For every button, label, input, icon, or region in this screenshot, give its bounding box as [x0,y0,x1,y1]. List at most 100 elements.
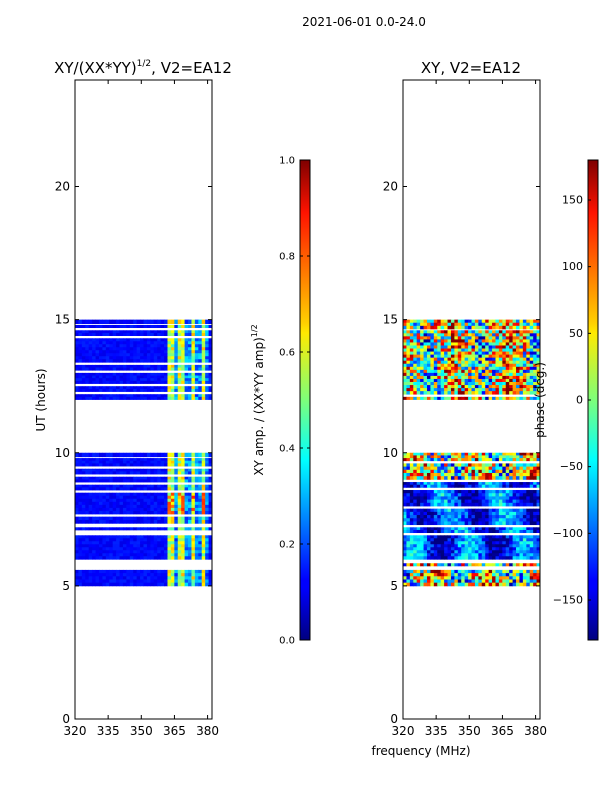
amp-cell [85,353,90,357]
phase-cell [516,535,520,539]
phase-cell [519,521,524,526]
phase-cell [423,535,428,539]
amp-cell [92,468,96,472]
amp-cell [95,396,100,400]
phase-cell [413,527,418,531]
phase-cell [433,563,438,567]
phase-cell [529,385,534,389]
amp-cell [208,569,212,574]
amp-cell [184,516,189,521]
phase-cell [409,482,414,486]
amp-cell [140,364,144,368]
amp-cell [105,364,110,368]
phase-cell [505,466,510,471]
amp-cell [102,386,107,390]
amp-cell [95,375,100,379]
phase-cell [468,553,472,557]
phase-cell [502,484,507,488]
amp-cell [75,353,79,357]
phase-cell [433,382,438,386]
amp-cell [78,550,83,554]
amp-cell [174,319,179,325]
amp-cell [143,338,148,342]
phase-cell [430,452,435,456]
phase-cell [526,518,531,522]
phase-cell [440,345,445,349]
phase-cell [461,484,466,488]
amp-cell [153,378,158,382]
amp-cell [153,573,158,577]
amp-cell [198,487,203,491]
amp-cell [140,359,144,363]
phase-cell [403,508,407,513]
phase-cell [516,576,520,580]
amp-cell [184,471,189,475]
phase-cell [409,499,414,504]
phase-cell [519,472,524,477]
amp-cell [75,463,79,467]
phase-cell [423,330,428,334]
amp-cell [184,330,189,334]
phase-cell [457,472,462,477]
amp-cell [136,516,141,521]
amp-cell [194,556,199,560]
phase-cell [437,354,442,359]
phase-cell [437,369,442,374]
phase-cell [471,385,476,389]
phase-cell [420,333,424,337]
phase-cell [533,369,537,374]
amp-cell [191,338,196,342]
phase-cell [519,484,524,488]
amp-cell [153,504,158,509]
phase-cell [464,463,469,467]
phase-cell [413,518,418,522]
phase-cell [478,396,483,400]
phase-cell [430,325,435,330]
phase-cell [454,396,459,400]
phase-cell [454,319,459,324]
phase-cell [529,511,534,516]
amp-cell [109,579,114,584]
amp-cell [116,356,120,360]
phase-cell [516,351,520,356]
phase-cell [492,375,496,380]
amp-cell [167,372,172,376]
phase-cell [464,452,469,456]
phase-cell [536,508,540,513]
amp-cell [81,324,86,329]
amp-cell [201,372,206,376]
amp-cell [181,579,186,584]
phase-cell [444,348,448,352]
amp-cell [188,501,192,506]
phase-cell [488,490,493,494]
amp-cell [194,495,199,500]
amp-cell [92,330,96,334]
phase-cell [468,455,472,459]
phase-cell [444,366,448,371]
amp-cell [170,338,175,342]
amp-cell [78,460,83,464]
amp-cell [205,463,209,467]
amp-cell [109,544,114,548]
phase-cell [512,325,517,330]
amp-cell [88,367,93,371]
amp-cell [133,535,138,539]
amp-cell [136,364,141,368]
phase-cell [413,391,418,395]
amp-cell [146,468,151,472]
amp-cell [150,396,155,400]
amp-cell [105,573,110,577]
phase-cell [423,339,428,343]
phase-cell [420,538,424,542]
phase-cell [522,325,527,330]
amp-cell [88,535,93,539]
phase-cell [536,333,540,337]
phase-cell [447,499,452,504]
amp-cell [116,359,120,363]
phase-cell [420,502,424,507]
phase-cell [406,378,411,383]
phase-cell [403,455,407,459]
amp-cell [201,573,206,577]
phase-cell [474,553,479,557]
amp-cell [85,487,90,491]
